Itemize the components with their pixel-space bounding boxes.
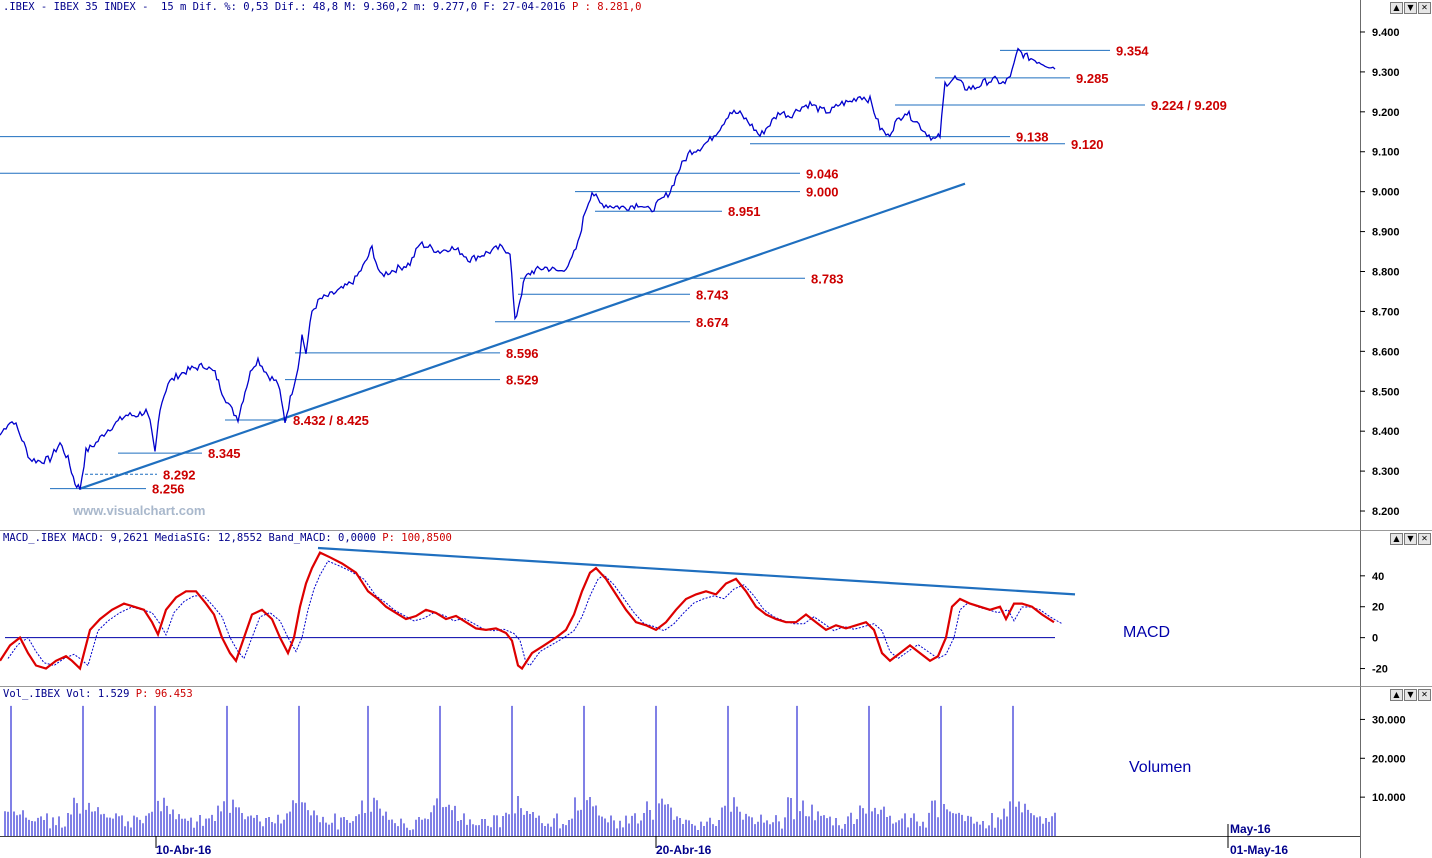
macd-label: MACD <box>1123 624 1170 641</box>
level-label: 8.256 <box>152 482 185 497</box>
level-label: 8.674 <box>696 315 729 330</box>
price-tick-label: 8.200 <box>1372 506 1400 518</box>
price-tick-label: 8.500 <box>1372 386 1400 398</box>
volume-header-text: Vol_.IBEX Vol: 1.529 <box>3 688 130 700</box>
level-label: 8.432 / 8.425 <box>293 413 369 428</box>
level-label: 9.046 <box>806 166 839 181</box>
x-label-01-may: 01-May-16 <box>1230 843 1289 857</box>
macd-series <box>0 551 1055 671</box>
volume-scale[interactable]: ▲ ▼ ✕ <box>1360 686 1432 858</box>
level-label: 9.138 <box>1016 130 1049 145</box>
price-tick-label: 8.700 <box>1372 306 1400 318</box>
price-tick-label: 9.000 <box>1372 187 1400 199</box>
level-label: 8.743 <box>696 287 729 302</box>
level-label: 8.596 <box>506 346 539 361</box>
macd-tick-label: 20 <box>1372 602 1384 614</box>
price-tick-label: 8.800 <box>1372 267 1400 279</box>
x-label-month-may: May-16 <box>1230 822 1271 836</box>
level-label: 8.951 <box>728 204 761 219</box>
level-label: 9.354 <box>1116 43 1149 58</box>
level-label: 9.224 / 9.209 <box>1151 98 1227 113</box>
macd-header-text: MACD_.IBEX MACD: 9,2621 MediaSIG: 12,855… <box>3 532 376 544</box>
macd-scale[interactable]: ▲ ▼ ✕ <box>1360 530 1432 688</box>
volume-tick-label: 10.000 <box>1372 792 1406 804</box>
watermark: www.visualchart.com <box>72 503 205 518</box>
macd-header: MACD_.IBEX MACD: 9,2621 MediaSIG: 12,855… <box>3 532 452 544</box>
macd-panel-buttons: ▲ ▼ ✕ <box>1390 533 1431 545</box>
macd-tick-label: 40 <box>1372 571 1384 583</box>
level-label: 8.783 <box>811 271 844 286</box>
scroll-down-button[interactable]: ▼ <box>1404 2 1417 14</box>
volume-header-p-label: P: 96.453 <box>129 688 193 700</box>
volume-tick-label: 30.000 <box>1372 714 1406 726</box>
macd-scroll-up-button[interactable]: ▲ <box>1390 533 1403 545</box>
price-trendline <box>79 182 966 490</box>
price-tick-label: 9.400 <box>1372 27 1400 39</box>
price-tick-label: 9.100 <box>1372 147 1400 159</box>
level-label: 9.285 <box>1076 71 1109 86</box>
volume-scroll-up-button[interactable]: ▲ <box>1390 689 1403 701</box>
scroll-up-button[interactable]: ▲ <box>1390 2 1403 14</box>
level-label: 8.292 <box>163 467 196 482</box>
price-tick-label: 8.900 <box>1372 227 1400 239</box>
x-axis <box>0 836 1360 858</box>
macd-scroll-down-button[interactable]: ▼ <box>1404 533 1417 545</box>
close-panel-button[interactable]: ✕ <box>1418 2 1431 14</box>
volume-header: Vol_.IBEX Vol: 1.529 P: 96.453 <box>3 688 193 700</box>
header-text: .IBEX - IBEX 35 INDEX - 15 m Dif. %: 0,5… <box>3 1 566 13</box>
volume-scroll-down-button[interactable]: ▼ <box>1404 689 1417 701</box>
macd-tick-label: -20 <box>1372 664 1388 676</box>
level-label: 9.120 <box>1071 137 1104 152</box>
price-tick-label: 8.600 <box>1372 346 1400 358</box>
macd-tick-label: 0 <box>1372 633 1378 645</box>
volume-label: Volumen <box>1129 759 1191 776</box>
price-tick-label: 8.400 <box>1372 426 1400 438</box>
price-tick-label: 8.300 <box>1372 466 1400 478</box>
price-panel-buttons: ▲ ▼ ✕ <box>1390 2 1431 14</box>
price-tick-label: 9.300 <box>1372 67 1400 79</box>
price-tick-label: 9.200 <box>1372 107 1400 119</box>
price-header: .IBEX - IBEX 35 INDEX - 15 m Dif. %: 0,5… <box>3 1 641 13</box>
header-p-label: P : 8.281,0 <box>565 1 642 13</box>
price-panel: .IBEX - IBEX 35 INDEX - 15 m Dif. %: 0,5… <box>3 1 642 13</box>
macd-trendline <box>317 546 1076 596</box>
level-label: 8.529 <box>506 373 539 388</box>
level-label: 8.345 <box>208 446 241 461</box>
volume-panel-buttons: ▲ ▼ ✕ <box>1390 689 1431 701</box>
price-series <box>0 47 1056 490</box>
volume-close-panel-button[interactable]: ✕ <box>1418 689 1431 701</box>
volume-tick-label: 20.000 <box>1372 753 1406 765</box>
macd-header-p-label: P: 100,8500 <box>375 532 452 544</box>
macd-close-panel-button[interactable]: ✕ <box>1418 533 1431 545</box>
x-label-10-abr: 10-Abr-16 <box>156 843 212 857</box>
level-label: 9.000 <box>806 185 839 200</box>
x-label-20-abr: 20-Abr-16 <box>656 843 712 857</box>
macd-panel: MACD_.IBEX MACD: 9,2621 MediaSIG: 12,855… <box>0 530 1360 688</box>
price-scale[interactable]: ▲ ▼ ✕ <box>1360 0 1432 530</box>
